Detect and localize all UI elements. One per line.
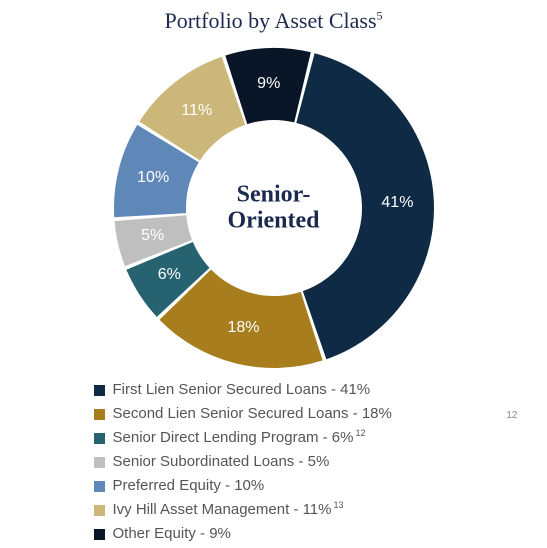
- slice-pct-label: 18%: [227, 319, 259, 337]
- legend-text: Senior Subordinated Loans - 5%: [113, 450, 330, 474]
- legend-item: Preferred Equity - 10%: [94, 474, 494, 498]
- center-label: Senior- Oriented: [228, 182, 320, 235]
- floating-footnote: 12: [506, 408, 517, 424]
- legend-item: Senior Subordinated Loans - 5%: [94, 450, 494, 474]
- legend-footnote: 12: [355, 428, 365, 438]
- legend-item: Senior Direct Lending Program - 6%12: [94, 426, 494, 450]
- title-footnote: 5: [377, 9, 383, 23]
- legend-swatch: [94, 433, 105, 444]
- slice-pct-label: 10%: [137, 169, 169, 187]
- chart-title: Portfolio by Asset Class5: [164, 8, 382, 34]
- legend-text: Other Equity - 9%: [113, 522, 231, 546]
- legend-item: Ivy Hill Asset Management - 11%13: [94, 498, 494, 522]
- center-label-line2: Oriented: [228, 208, 320, 234]
- slice-pct-label: 41%: [381, 194, 413, 212]
- legend-swatch: [94, 529, 105, 540]
- legend-item: Other Equity - 9%: [94, 522, 494, 546]
- donut-chart: Senior- Oriented 41% 18% 6% 5% 10% 11% 9%: [94, 38, 454, 378]
- slice-pct-label: 5%: [141, 227, 164, 245]
- legend-swatch: [94, 505, 105, 516]
- legend: 12 First Lien Senior Secured Loans - 41%…: [54, 378, 494, 546]
- legend-text: First Lien Senior Secured Loans - 41%: [113, 378, 371, 402]
- legend-swatch: [94, 481, 105, 492]
- legend-text: Ivy Hill Asset Management - 11%13: [113, 498, 344, 522]
- slice-pct-label: 6%: [158, 266, 181, 284]
- slice-pct-label: 11%: [181, 102, 212, 120]
- legend-swatch: [94, 457, 105, 468]
- legend-text: Preferred Equity - 10%: [113, 474, 265, 498]
- legend-text: Second Lien Senior Secured Loans - 18%: [113, 402, 392, 426]
- legend-swatch: [94, 385, 105, 396]
- legend-swatch: [94, 409, 105, 420]
- legend-text: Senior Direct Lending Program - 6%12: [113, 426, 366, 450]
- legend-item: Second Lien Senior Secured Loans - 18%: [94, 402, 494, 426]
- center-label-line1: Senior-: [237, 182, 311, 208]
- title-text: Portfolio by Asset Class: [164, 8, 376, 33]
- legend-item: First Lien Senior Secured Loans - 41%: [94, 378, 494, 402]
- legend-footnote: 13: [333, 500, 343, 510]
- slice-pct-label: 9%: [257, 75, 280, 93]
